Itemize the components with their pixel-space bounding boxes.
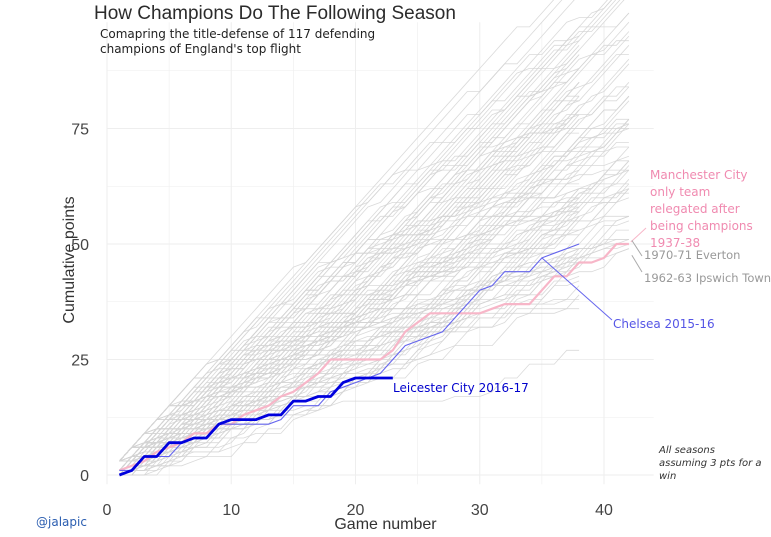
chart-subtitle: Comapring the title-defense of 117 defen… (100, 27, 376, 56)
mancity-line (119, 242, 629, 472)
background-season-line (119, 188, 630, 476)
x-tick-label: 10 (222, 502, 240, 519)
mancity-leader-line (630, 227, 647, 243)
background-season-line (119, 239, 629, 462)
annotation-chelsea: Chelsea 2015-16 (613, 317, 715, 331)
background-season-line (119, 0, 563, 462)
x-tick-label: 0 (103, 502, 112, 519)
background-season-line (119, 40, 629, 476)
x-axis-label: Game number (334, 516, 437, 533)
background-series-lines (119, 0, 630, 476)
y-tick-label: 75 (71, 122, 89, 139)
scoring-note: All seasons assuming 3 pts for a win (659, 445, 762, 482)
highlight-series-lines (118, 242, 629, 477)
chart-title: How Champions Do The Following Season (94, 3, 456, 24)
annotation-leicester: Leicester City 2016-17 (393, 381, 529, 395)
background-season-line (119, 123, 630, 471)
axis-ticks: 0 10 20 30 40 0 25 50 75 (71, 122, 613, 520)
background-season-line (119, 95, 630, 462)
author-credit: @jalapic (36, 515, 87, 529)
background-season-line (119, 215, 630, 462)
chelsea-leader-line (541, 257, 613, 321)
background-season-line (119, 243, 629, 471)
background-season-line (119, 262, 580, 476)
everton-leader-line (631, 240, 643, 257)
background-season-line (119, 40, 580, 476)
x-tick-label: 30 (471, 502, 489, 519)
ipswich-leader-line (631, 254, 643, 273)
y-tick-label: 0 (80, 468, 89, 485)
x-tick-label: 40 (595, 502, 613, 519)
background-season-line (119, 239, 629, 476)
background-season-line (119, 0, 608, 462)
background-season-line (119, 132, 580, 471)
background-season-line (119, 128, 630, 462)
y-axis-label: Cumulative points (61, 196, 78, 324)
background-season-line (119, 188, 630, 476)
background-season-line (119, 216, 580, 462)
background-season-line (119, 229, 629, 462)
background-season-line (119, 86, 629, 462)
background-season-line (119, 349, 580, 471)
background-season-line (119, 68, 580, 462)
background-season-line (119, 197, 580, 476)
y-tick-label: 25 (71, 353, 89, 370)
background-season-line (119, 114, 580, 471)
annotation-mancity: Manchester City only team relegated afte… (650, 168, 753, 250)
leicester-line (118, 376, 393, 477)
annotation-everton: 1970-71 Everton (644, 248, 741, 262)
background-season-line (119, 211, 580, 462)
x-tick-label: 20 (347, 502, 365, 519)
background-season-line (119, 0, 617, 462)
background-season-line (119, 188, 630, 476)
y-tick-label: 50 (71, 237, 89, 254)
annotation-ipswich: 1962-63 Ipswich Town (644, 271, 771, 285)
annotation-leader-lines (541, 227, 647, 321)
background-season-line (119, 280, 580, 476)
